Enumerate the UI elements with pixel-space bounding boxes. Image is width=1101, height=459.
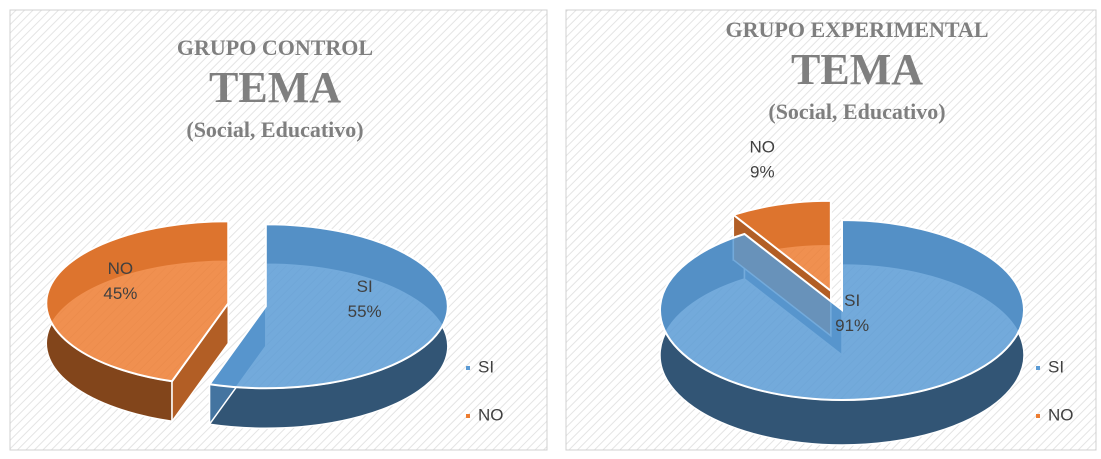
data-label-name: SI	[844, 291, 860, 310]
legend-swatch	[1036, 366, 1040, 370]
data-label: 45%	[103, 284, 137, 303]
legend-label: NO	[1048, 405, 1074, 424]
legend-label: SI	[1048, 357, 1064, 376]
slice	[731, 199, 832, 293]
data-label: 55%	[348, 302, 382, 321]
chart-title: TEMA	[209, 63, 341, 112]
data-label-name: NO	[108, 259, 134, 278]
legend-swatch	[1036, 414, 1040, 418]
slice	[45, 220, 230, 383]
chart-title: TEMA	[791, 45, 923, 94]
legend-label: NO	[478, 405, 504, 424]
legend-swatch	[466, 366, 470, 370]
chart-title: GRUPO EXPERIMENTAL	[726, 17, 989, 42]
data-label-name: NO	[750, 138, 776, 157]
slice	[207, 223, 449, 390]
data-label: 9%	[750, 163, 775, 182]
chart-title: (Social, Educativo)	[186, 117, 363, 142]
data-label: 91%	[835, 316, 869, 335]
chart-title: GRUPO CONTROL	[177, 35, 373, 60]
legend-label: SI	[478, 357, 494, 376]
slice	[659, 218, 1025, 401]
chart-title: (Social, Educativo)	[768, 99, 945, 124]
data-label-name: SI	[357, 277, 373, 296]
legend-swatch	[466, 414, 470, 418]
